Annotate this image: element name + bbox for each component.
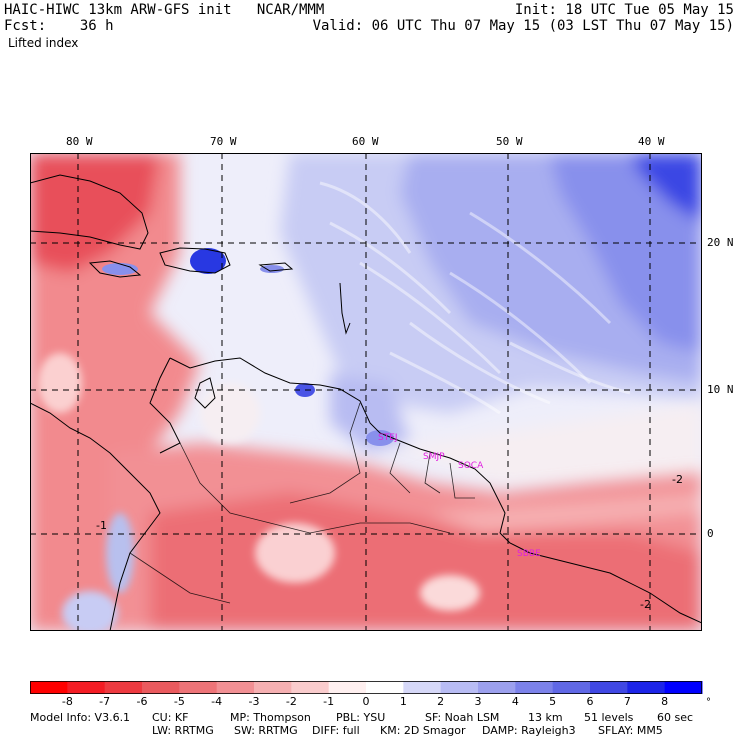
station-smjp: SMJP (423, 452, 445, 462)
shortwave-scheme: SW: RRTMG (234, 724, 298, 737)
colorbar-swatch (515, 681, 554, 694)
colorbar-swatch (478, 681, 516, 694)
stable-spot-hispaniola (190, 248, 226, 274)
surface-layer-scheme: SFLAY: MM5 (598, 724, 663, 737)
colorbar-tick-label: 2 (437, 695, 444, 708)
unstable-region (30, 153, 702, 631)
colorbar-tick-label: 5 (549, 695, 556, 708)
contour-label-west: -1 (96, 519, 107, 532)
longwave-scheme: LW: RRTMG (152, 724, 214, 737)
contour-label-south: -2 (640, 598, 651, 611)
graticule (30, 153, 702, 631)
contour-label-east: -2 (672, 473, 683, 486)
plot-title: HAIC-HIWC 13km ARW-GFS init NCAR/MMM (4, 2, 325, 18)
timestep: 60 sec (657, 711, 694, 724)
colorbar-tick-label: -5 (174, 695, 185, 708)
resolution: 13 km (528, 711, 563, 724)
lifted-index-map: STEJ SMJP SOCA SBBE -2 -1 -2 (30, 153, 702, 631)
coastlines (30, 174, 702, 631)
model-version: Model Info: V3.6.1 (30, 711, 131, 724)
colorbar-swatch (366, 681, 404, 694)
colorbar-tick-label: -4 (211, 695, 222, 708)
vertical-levels: 51 levels (584, 711, 634, 724)
colorbar-tick-label: -3 (249, 695, 260, 708)
colorbar-tick-label: 0 (363, 695, 370, 708)
colorbar-swatch (254, 681, 292, 694)
damping-option: DAMP: Rayleigh3 (482, 724, 576, 737)
colorbar-tick-label: -7 (99, 695, 110, 708)
station-stej: STEJ (378, 433, 398, 443)
colorbar-tick-label: 8 (661, 695, 668, 708)
colorbar-swatch (30, 681, 68, 694)
colorbar-tick-label: 4 (512, 695, 519, 708)
colorbar-swatch (216, 681, 255, 694)
lon-label-60w: 60 W (352, 135, 379, 148)
field-name: Lifted index (8, 36, 79, 50)
km-option: KM: 2D Smagor (380, 724, 466, 737)
lat-label-0: 0 (707, 527, 714, 540)
colorbar: -8 -7 -6 -5 -4 -3 -2 -1 0 1 2 3 4 5 6 7 8 °C (30, 681, 710, 708)
colorbar-unit: °C (706, 697, 710, 708)
colorbar-tick-label: 3 (475, 695, 482, 708)
colorbar-swatch (552, 681, 591, 694)
colorbar-tick-label: 6 (587, 695, 594, 708)
lon-label-40w: 40 W (638, 135, 665, 148)
colorbar-swatch (440, 681, 479, 694)
pbl-scheme: PBL: YSU (336, 711, 386, 724)
colorbar-swatch (590, 681, 628, 694)
colorbar-swatch (179, 681, 218, 694)
cloud-streaks (319, 181, 631, 415)
colorbar-tick-label: -2 (286, 695, 297, 708)
microphysics-scheme: MP: Thompson (230, 711, 311, 724)
colorbar-swatch (67, 681, 106, 694)
surface-scheme: SF: Noah LSM (425, 711, 500, 724)
colorbar-swatch (627, 681, 666, 694)
colorbar-tick-label: -1 (323, 695, 334, 708)
colorbar-swatch (142, 681, 180, 694)
lat-label-10n: 10 N (707, 383, 734, 396)
colorbar-tick-label: 1 (400, 695, 407, 708)
lon-label-80w: 80 W (66, 135, 93, 148)
colorbar-tick-label: 7 (624, 695, 631, 708)
lon-label-70w: 70 W (210, 135, 237, 148)
colorbar-swatch (328, 681, 367, 694)
lon-label-50w: 50 W (496, 135, 523, 148)
diffusion: DIFF: full (312, 724, 360, 737)
colorbar-tick-label: -6 (137, 695, 148, 708)
cumulus-scheme: CU: KF (152, 711, 189, 724)
lat-label-20n: 20 N (707, 236, 734, 249)
colorbar-swatch (104, 681, 143, 694)
colorbar-swatch (291, 681, 330, 694)
borders (129, 402, 475, 604)
station-sbbe: SBBE (517, 549, 541, 559)
valid-time: Valid: 06 UTC Thu 07 May 15 (03 LST Thu … (312, 18, 734, 34)
init-time: Init: 18 UTC Tue 05 May 15 (514, 2, 734, 18)
colorbar-tick-label: -8 (62, 695, 73, 708)
colorbar-swatch (403, 681, 442, 694)
forecast-hour: Fcst: 36 h (4, 18, 114, 34)
station-soca: SOCA (458, 461, 484, 471)
colorbar-swatch (664, 681, 703, 694)
